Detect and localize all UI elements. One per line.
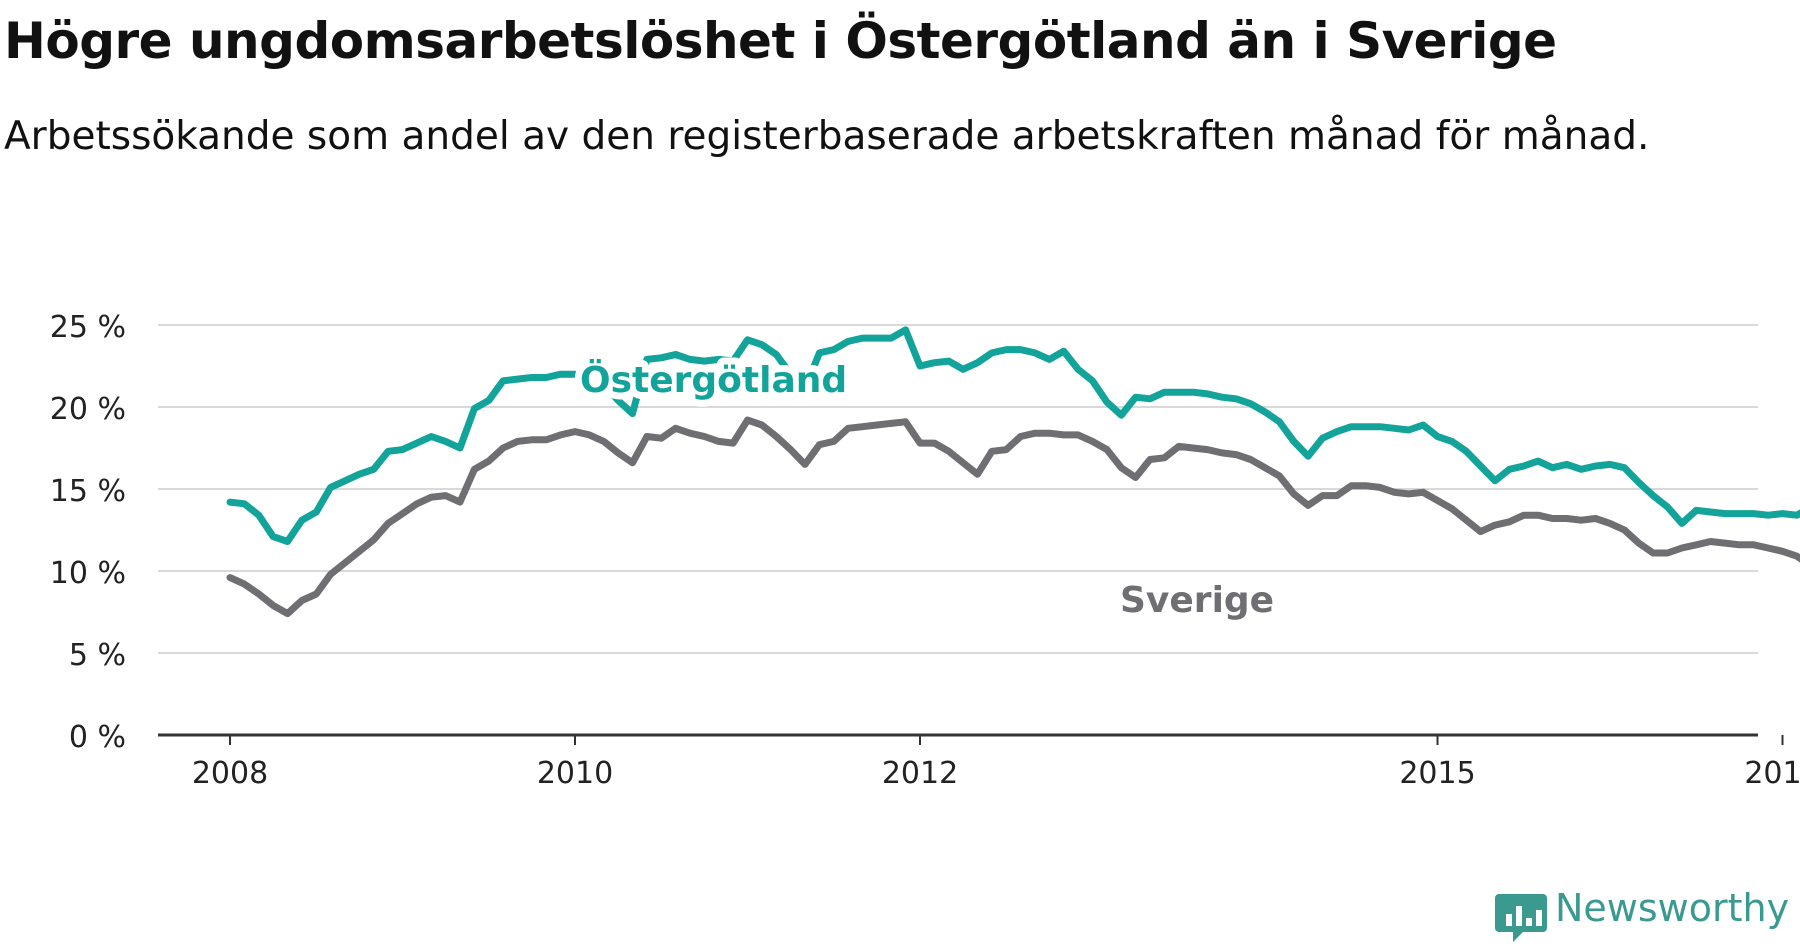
x-tick-label: 2017	[1744, 756, 1800, 791]
y-tick-label: 20 %	[50, 392, 126, 427]
series-labels: ÖstergötlandÖstergötlandSverigeSverige9 …	[573, 352, 1281, 628]
y-tick-label: 5 %	[69, 638, 126, 673]
y-tick-label: 15 %	[50, 474, 126, 509]
y-tick-label: 0 %	[69, 720, 126, 755]
chart-title: Högre ungdomsarbetslöshet i Östergötland…	[4, 12, 1557, 70]
series-label-sverige-halo: Sverige	[1120, 580, 1274, 621]
chart-subtitle: Arbetssökande som andel av den registerb…	[4, 114, 1650, 159]
y-tick-label: 10 %	[50, 556, 126, 591]
brand-name: Newsworthy	[1555, 886, 1790, 930]
series-line	[226, 416, 1800, 618]
series-label-ostergotland-halo: Östergötland	[580, 359, 847, 401]
newsworthy-logo-icon	[1495, 894, 1547, 942]
series-lines	[226, 326, 1800, 618]
x-tick-label: 2008	[192, 756, 268, 791]
series-line	[226, 326, 1800, 545]
gridlines	[158, 324, 1758, 654]
y-tick-label: 25 %	[50, 310, 126, 345]
series-label-ostergotland: Östergötland	[580, 359, 847, 401]
y-axis-ticks: 0 % 5 % 10 % 15 % 20 % 25 %	[50, 310, 126, 755]
x-tick-label: 2010	[537, 756, 613, 791]
x-tick-label: 2015	[1399, 756, 1475, 791]
x-tick-label: 2012	[882, 756, 958, 791]
series-label-sverige: Sverige	[1120, 580, 1274, 621]
x-axis: 20082010201220152017202020222024	[158, 733, 1800, 791]
